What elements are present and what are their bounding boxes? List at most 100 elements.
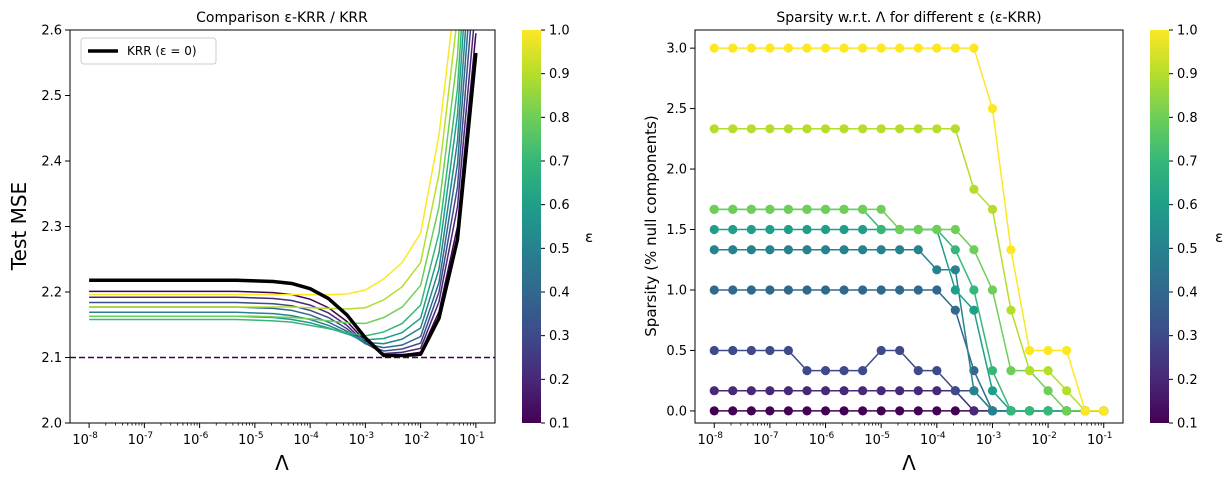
right-x-tick-label: 10-6	[809, 431, 835, 448]
left-y-tick-label: 2.0	[41, 417, 62, 432]
sparsity-data-point	[820, 386, 831, 396]
sparsity-data-point	[913, 285, 923, 295]
sparsity-data-point	[709, 224, 719, 235]
left-axes: 10-8 10-7 10-6 10-5 10-4 10-3 10-2 10-1 2.0 2.1 2.…	[41, 24, 484, 449]
sparsity-series-line	[714, 47, 1104, 412]
sparsity-data-point	[932, 406, 942, 416]
sparsity-data-point	[783, 43, 794, 53]
left-x-axis-label: Λ	[275, 451, 289, 475]
sparsity-data-point	[913, 124, 923, 134]
sparsity-data-point	[987, 366, 998, 376]
sparsity-data-point	[950, 406, 960, 416]
right-colorbar-tick-label: 0.2	[1177, 373, 1198, 388]
sparsity-data-point	[895, 224, 905, 235]
right-x-tick-label: 10-1	[1087, 431, 1113, 448]
left-plot-background	[70, 30, 495, 423]
sparsity-data-point	[1062, 406, 1072, 416]
right-y-tick-label: 0.5	[666, 344, 687, 359]
right-x-tick-label: 10-3	[976, 431, 1002, 448]
sparsity-data-point	[746, 345, 756, 356]
right-colorbar-tick-label: 0.3	[1177, 329, 1198, 344]
sparsity-data-point	[765, 245, 775, 255]
sparsity-data-point	[746, 43, 756, 53]
right-colorbar: 0.1 0.2 0.3 0.4 0.5 0.6 0.7 0.8 0.9 1.0 ε	[1150, 24, 1223, 432]
left-colorbar-tick-label: 0.4	[549, 286, 570, 301]
left-y-tick-label: 2.5	[41, 89, 62, 104]
sparsity-data-point	[932, 43, 942, 53]
left-x-tick-label: 10-4	[293, 431, 319, 448]
right-chart: Sparsity w.r.t. Λ for different ε (ε-KRR…	[642, 10, 1223, 475]
right-colorbar-tick-label: 0.8	[1177, 111, 1198, 126]
sparsity-data-point	[746, 285, 756, 295]
right-colorbar-tick-label: 1.0	[1177, 24, 1198, 39]
sparsity-data-point	[820, 204, 831, 214]
sparsity-data-point	[746, 204, 756, 214]
sparsity-data-point	[876, 204, 886, 214]
left-plot-area	[70, 30, 495, 423]
sparsity-data-point	[987, 104, 998, 114]
sparsity-data-point	[802, 406, 812, 416]
left-series-layer	[70, 30, 495, 359]
sparsity-data-point	[1043, 345, 1053, 356]
sparsity-data-point	[876, 43, 886, 53]
sparsity-data-point	[783, 406, 794, 416]
sparsity-data-point	[728, 224, 738, 235]
right-plot-background	[695, 30, 1123, 423]
sparsity-data-point	[876, 285, 886, 295]
sparsity-data-point	[709, 285, 719, 295]
right-colorbar-ticks: 0.1 0.2 0.3 0.4 0.5 0.6 0.7 0.8 0.9 1.0	[1169, 24, 1198, 432]
right-chart-title: Sparsity w.r.t. Λ for different ε (ε-KRR…	[776, 10, 1041, 26]
sparsity-data-point	[839, 204, 849, 214]
sparsity-data-point	[802, 366, 812, 376]
sparsity-data-point	[820, 245, 831, 255]
sparsity-data-point	[950, 305, 960, 315]
left-colorbar-tick-label: 0.1	[549, 417, 570, 432]
sparsity-data-point	[895, 406, 905, 416]
right-y-tick-label: 1.5	[666, 223, 687, 238]
sparsity-data-point	[858, 285, 868, 295]
sparsity-data-point	[895, 285, 905, 295]
left-colorbar-tick-label: 0.8	[549, 111, 570, 126]
right-plot-area	[695, 30, 1123, 423]
right-y-tick-label: 0.0	[666, 404, 687, 419]
right-y-tick-label: 1.0	[666, 283, 687, 298]
right-colorbar-tick-label: 0.4	[1177, 286, 1198, 301]
sparsity-data-point	[746, 124, 756, 134]
sparsity-data-point	[1024, 366, 1035, 376]
epsilon-series-line	[89, 30, 453, 296]
right-x-tick-label: 10-8	[697, 431, 723, 448]
sparsity-data-point	[820, 224, 831, 235]
sparsity-data-point	[765, 386, 775, 396]
left-colorbar-bar	[522, 30, 541, 423]
left-colorbar: 0.1 0.2 0.3 0.4 0.5 0.6 0.7 0.8 0.9 1.0 ε	[522, 24, 593, 432]
sparsity-data-point	[783, 204, 794, 214]
sparsity-data-point	[1006, 305, 1016, 315]
sparsity-data-point	[839, 386, 849, 396]
sparsity-data-point	[1006, 245, 1016, 255]
legend-label: KRR (ε = 0)	[127, 44, 197, 58]
right-x-tick-label: 10-5	[864, 431, 890, 448]
sparsity-data-point	[987, 386, 998, 396]
sparsity-data-point	[728, 204, 738, 214]
sparsity-data-point	[858, 245, 868, 255]
sparsity-data-point	[895, 345, 905, 356]
sparsity-data-point	[709, 345, 719, 356]
right-plot-frame	[694, 29, 1124, 424]
sparsity-data-point	[969, 245, 979, 255]
right-colorbar-tick-label: 0.9	[1177, 67, 1198, 82]
sparsity-data-point	[858, 204, 868, 214]
sparsity-data-point	[950, 285, 960, 295]
sparsity-data-point	[839, 406, 849, 416]
sparsity-data-point	[709, 386, 719, 396]
right-x-tick-label: 10-4	[920, 431, 946, 448]
sparsity-data-point	[746, 386, 756, 396]
right-y-tick-label: 2.0	[666, 163, 687, 178]
sparsity-data-point	[839, 224, 849, 235]
left-colorbar-tick-label: 0.3	[549, 329, 570, 344]
sparsity-data-point	[820, 406, 831, 416]
left-x-tick-label: 10-3	[349, 431, 375, 448]
right-colorbar-label: ε	[1215, 228, 1223, 246]
sparsity-data-point	[932, 366, 942, 376]
sparsity-data-point	[746, 224, 756, 235]
